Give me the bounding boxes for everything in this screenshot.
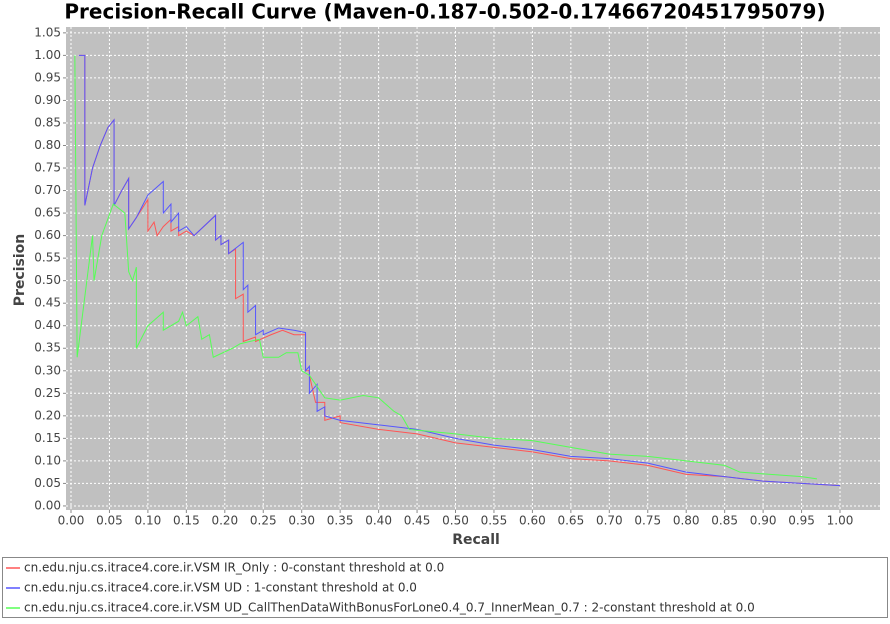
- x-tick-label: 0.65: [557, 514, 584, 528]
- y-tick-label: 0.90: [34, 93, 61, 107]
- x-tick-label: 0.30: [288, 514, 315, 528]
- x-tick-label: 0.80: [673, 514, 700, 528]
- x-tick-label: 0.50: [442, 514, 469, 528]
- y-tick-label: 0.75: [34, 161, 61, 175]
- y-tick-label: 0.25: [34, 386, 61, 400]
- y-tick-label: 0.40: [34, 318, 61, 332]
- x-tick-label: 0.45: [404, 514, 431, 528]
- x-tick-label: 0.15: [173, 514, 200, 528]
- y-tick-label: 0.70: [34, 183, 61, 197]
- y-tick-label: 0.80: [34, 138, 61, 152]
- y-tick-label: 1.05: [34, 25, 61, 39]
- x-tick-label: 0.55: [481, 514, 508, 528]
- x-tick-label: 0.20: [211, 514, 238, 528]
- legend: [2, 557, 888, 618]
- y-tick-label: 0.05: [34, 476, 61, 490]
- x-tick-label: 0.35: [327, 514, 354, 528]
- y-tick-label: 0.95: [34, 70, 61, 84]
- x-tick-label: 0.70: [596, 514, 623, 528]
- x-tick-label: 0.10: [135, 514, 162, 528]
- legend-label: cn.edu.nju.cs.itrace4.core.ir.VSM IR_Onl…: [24, 561, 444, 575]
- y-tick-label: 0.20: [34, 408, 61, 422]
- y-tick-label: 0.50: [34, 273, 61, 287]
- y-tick-label: 0.60: [34, 228, 61, 242]
- y-tick-label: 0.85: [34, 115, 61, 129]
- x-tick-label: 0.90: [750, 514, 777, 528]
- y-tick-label: 0.65: [34, 206, 61, 220]
- y-tick-label: 0.55: [34, 251, 61, 265]
- chart-title: Precision-Recall Curve (Maven-0.187-0.50…: [64, 0, 825, 24]
- x-tick-label: 0.40: [365, 514, 392, 528]
- legend-label: cn.edu.nju.cs.itrace4.core.ir.VSM UD_Cal…: [24, 601, 755, 615]
- x-tick-label: 0.95: [788, 514, 815, 528]
- y-tick-label: 1.00: [34, 48, 61, 62]
- x-tick-label: 0.60: [519, 514, 546, 528]
- series-line: [74, 55, 818, 480]
- x-tick-label: 1.00: [827, 514, 854, 528]
- y-axis-label: Precision: [12, 234, 28, 306]
- x-tick-label: 0.25: [250, 514, 277, 528]
- y-tick-label: 0.00: [34, 498, 61, 512]
- y-tick-label: 0.15: [34, 431, 61, 445]
- y-tick-label: 0.35: [34, 341, 61, 355]
- y-tick-label: 0.30: [34, 363, 61, 377]
- series-line: [78, 54, 841, 487]
- plot-area: [66, 27, 880, 510]
- y-tick-label: 0.45: [34, 296, 61, 310]
- x-tick-label: 0.05: [96, 514, 123, 528]
- y-tick-label: 0.10: [34, 453, 61, 467]
- legend-label: cn.edu.nju.cs.itrace4.core.ir.VSM UD : 1…: [24, 581, 417, 595]
- x-tick-label: 0.85: [711, 514, 738, 528]
- x-axis-label: Recall: [452, 532, 500, 548]
- x-tick-label: 0.75: [634, 514, 661, 528]
- x-tick-label: 0.00: [58, 514, 85, 528]
